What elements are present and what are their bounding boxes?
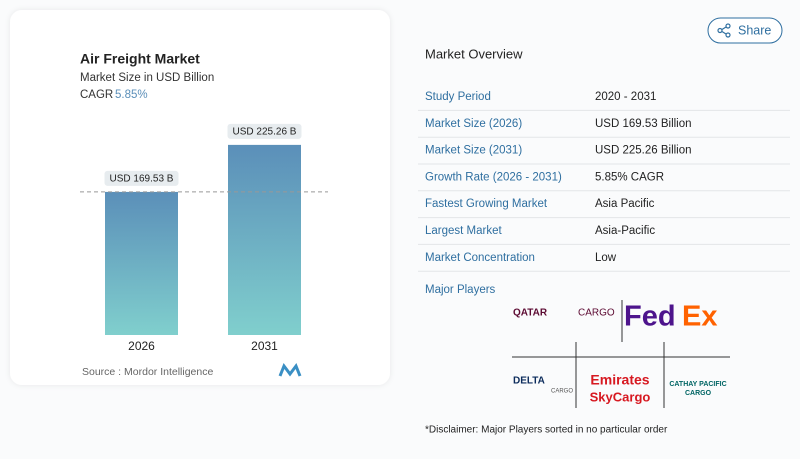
qatar-cargo: CARGO <box>578 308 615 319</box>
row-label: Market Concentration <box>425 252 535 264</box>
row-value: USD 225.26 Billion <box>595 145 692 157</box>
share-icon <box>717 23 731 38</box>
value-label-bg <box>104 170 179 186</box>
disclaimer: *Disclaimer: Major Players sorted in no … <box>425 425 668 436</box>
cathay-cargo: CARGO <box>685 390 712 397</box>
row-label: Study Period <box>425 91 491 103</box>
row-value: Asia Pacific <box>595 198 655 210</box>
chart-subtitle: Market Size in USD Billion <box>80 72 214 84</box>
cathay-logo: CATHAY PACIFIC <box>669 381 726 388</box>
logo-grid <box>512 300 730 408</box>
row-value: 2020 - 2031 <box>595 91 656 103</box>
value-label: USD 169.53 B <box>110 174 174 185</box>
share-label[interactable]: Share <box>738 23 771 37</box>
source: Source : Mordor Intelligence <box>82 366 213 378</box>
overview-table: Study Period 2020 - 2031 Market Size (2026… <box>418 91 790 272</box>
chart-card <box>10 10 390 385</box>
row-label: Fastest Growing Market <box>425 198 548 210</box>
row-label: Largest Market <box>425 225 503 237</box>
qatar-logo: QATAR <box>513 308 548 319</box>
source-logo <box>278 362 302 377</box>
value-label: USD 225.26 B <box>233 127 297 138</box>
x-tick-label: 2031 <box>251 339 278 353</box>
fedex-ex: Ex <box>682 301 717 333</box>
cagr-value: 5.85% <box>115 89 148 101</box>
delta-logo: DELTA <box>513 376 545 387</box>
fedex-fed: Fed <box>624 301 676 333</box>
emirates-skycargo: SkyCargo <box>590 389 651 404</box>
bar <box>228 144 301 335</box>
row-value: USD 169.53 Billion <box>595 118 692 130</box>
row-value: 5.85% CAGR <box>595 171 664 183</box>
value-label-bg <box>227 123 302 139</box>
delta-cargo: CARGO <box>551 389 573 395</box>
emirates-logo: Emirates <box>590 372 649 388</box>
cagr-label: CAGR <box>80 89 113 101</box>
row-label: Market Size (2031) <box>425 145 522 157</box>
row-value: Low <box>595 252 617 264</box>
x-tick-label: 2026 <box>128 339 155 353</box>
plot: USD 169.53 B 2026 USD 225.26 B 2031 <box>80 123 328 353</box>
bar <box>105 191 178 335</box>
row-value: Asia-Pacific <box>595 225 655 237</box>
overview-title: Market Overview <box>425 46 523 61</box>
row-label: Market Size (2026) <box>425 118 522 130</box>
row-label: Growth Rate (2026 - 2031) <box>425 171 562 183</box>
players-title: Major Players <box>425 284 496 296</box>
chart-title: Air Freight Market <box>80 51 200 67</box>
